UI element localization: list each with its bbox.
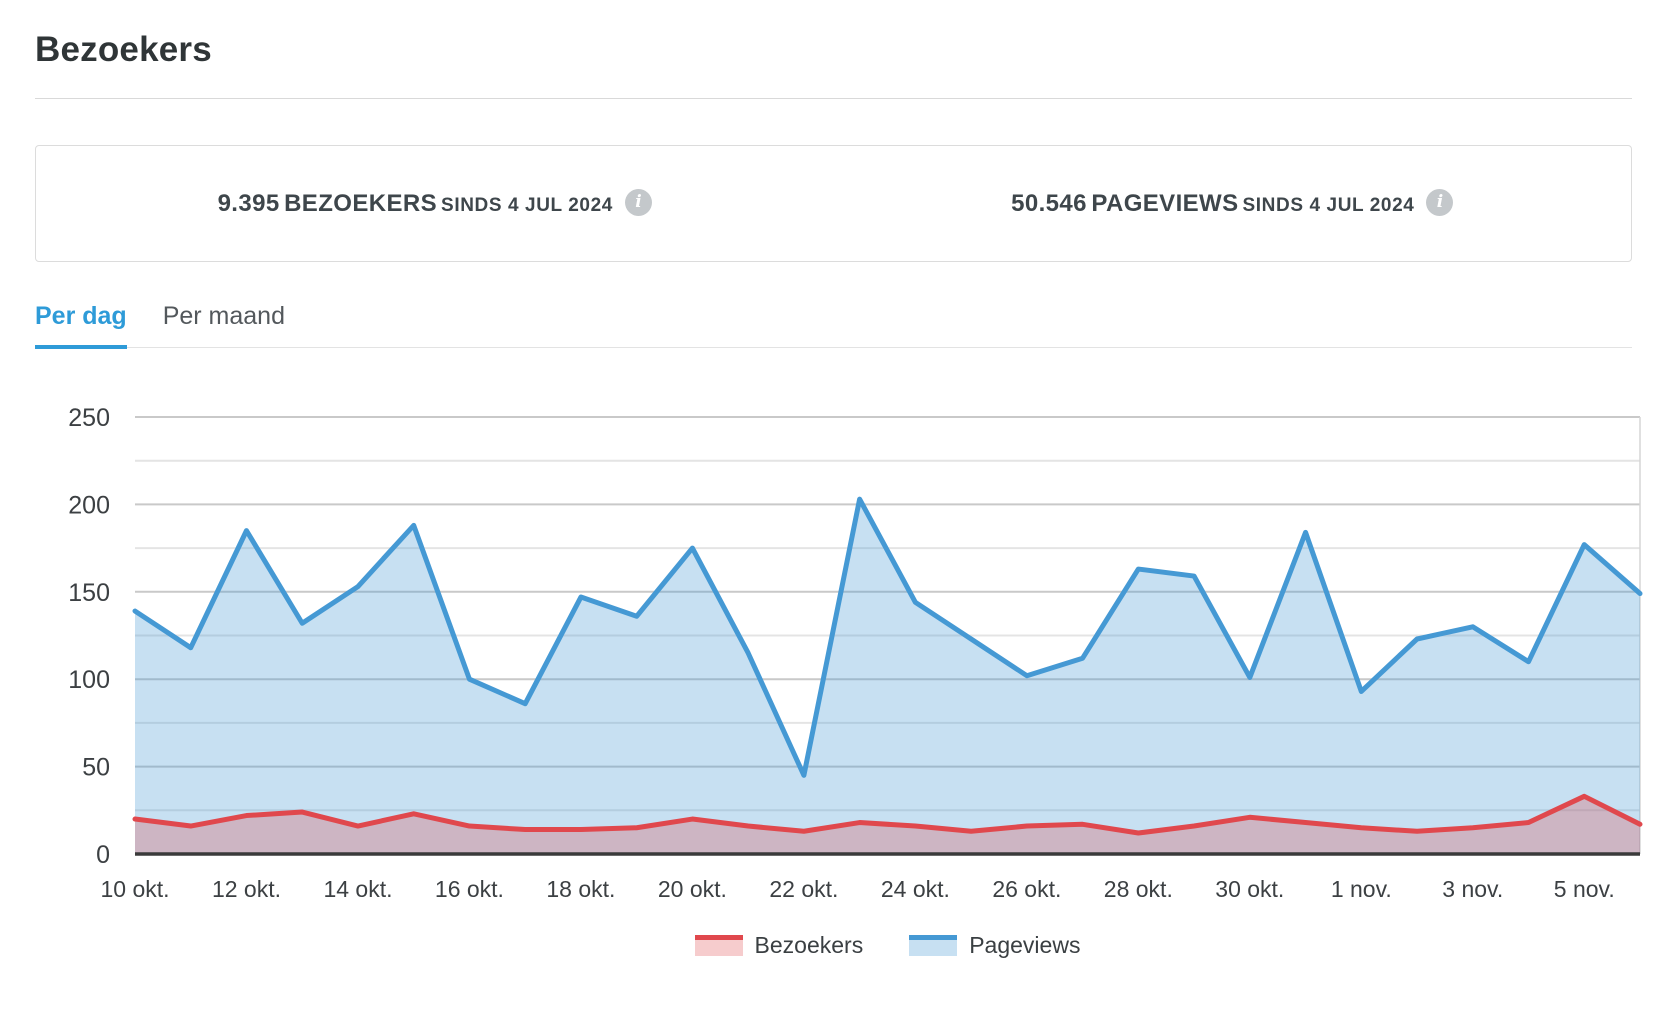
x-axis-tick-label: 12 okt. bbox=[212, 876, 281, 902]
visitors-chart: 0 50 100 150 200 250 10 okt. 12 okt. 14 okt. 16 o… bbox=[68, 404, 1643, 902]
x-axis-tick-label: 5 nov. bbox=[1554, 876, 1615, 902]
pageviews-label: PAGEVIEWS bbox=[1091, 189, 1239, 217]
x-axis-tick-label: 24 okt. bbox=[881, 876, 950, 902]
page-header: Bezoekers bbox=[0, 0, 1667, 99]
y-axis-tick-label: 100 bbox=[68, 666, 110, 694]
x-axis-tick-label: 10 okt. bbox=[100, 876, 169, 902]
stats-summary-box: 9.395 BEZOEKERS SINDS 4 JUL 2024 i 50.546… bbox=[35, 145, 1632, 262]
tab-per-day[interactable]: Per dag bbox=[35, 302, 127, 349]
x-axis-tick-label: 1 nov. bbox=[1331, 876, 1392, 902]
pageviews-line bbox=[132, 496, 1643, 778]
y-axis-tick-label: 150 bbox=[68, 579, 110, 607]
visitors-info-icon[interactable]: i bbox=[624, 189, 652, 216]
x-axis-tick-label: 20 okt. bbox=[658, 876, 727, 902]
x-axis-tick-label: 16 okt. bbox=[435, 876, 504, 902]
bezoekers-legend-swatch bbox=[694, 934, 743, 956]
header-divider bbox=[35, 98, 1632, 99]
y-axis-tick-label: 250 bbox=[68, 404, 110, 432]
chart-legend: Bezoekers Pageviews bbox=[135, 928, 1640, 962]
visitors-stat-text: 9.395 BEZOEKERS SINDS 4 JUL 2024 bbox=[218, 190, 613, 218]
visitors-since: SINDS 4 JUL 2024 bbox=[441, 194, 613, 216]
y-axis-tick-label: 200 bbox=[68, 491, 110, 519]
x-axis-tick-label: 18 okt. bbox=[546, 876, 615, 902]
tab-per-month[interactable]: Per maand bbox=[162, 302, 285, 330]
x-axis-tick-label: 30 okt. bbox=[1215, 876, 1284, 902]
legend-item-bezoekers[interactable]: Bezoekers bbox=[694, 931, 864, 959]
period-tabs: Per dag Per maand bbox=[35, 302, 1632, 349]
pageviews-legend-swatch bbox=[909, 934, 958, 956]
x-axis-tick-label: 28 okt. bbox=[1104, 876, 1173, 902]
pageviews-since: SINDS 4 JUL 2024 bbox=[1242, 194, 1415, 216]
y-axis-tick-label: 0 bbox=[96, 841, 110, 869]
y-axis-tick-label: 50 bbox=[82, 754, 110, 782]
legend-label: Bezoekers bbox=[754, 931, 864, 958]
bezoekers-line bbox=[132, 793, 1643, 836]
pageviews-area bbox=[135, 499, 1640, 854]
visitors-chart-area: 0 50 100 150 200 250 10 okt. 12 okt. 14 okt. 16 o… bbox=[0, 379, 1667, 924]
page-title: Bezoekers bbox=[35, 30, 212, 69]
pageviews-stat-text: 50.546 PAGEVIEWS SINDS 4 JUL 2024 bbox=[1011, 190, 1414, 218]
pageviews-count: 50.546 bbox=[1011, 189, 1087, 217]
x-axis-tick-label: 14 okt. bbox=[323, 876, 392, 902]
tabs-baseline bbox=[35, 347, 1632, 348]
x-axis-tick-label: 26 okt. bbox=[992, 876, 1061, 902]
visitors-stat: 9.395 BEZOEKERS SINDS 4 JUL 2024 i bbox=[36, 189, 834, 218]
pageviews-stat: 50.546 PAGEVIEWS SINDS 4 JUL 2024 i bbox=[834, 189, 1632, 218]
visitors-count: 9.395 bbox=[217, 189, 280, 217]
visitors-label: BEZOEKERS bbox=[284, 189, 438, 217]
x-axis-tick-label: 22 okt. bbox=[769, 876, 838, 902]
pageviews-info-icon[interactable]: i bbox=[1426, 189, 1454, 216]
x-axis-tick-label: 3 nov. bbox=[1442, 876, 1503, 902]
legend-label: Pageviews bbox=[969, 931, 1081, 958]
legend-item-pageviews[interactable]: Pageviews bbox=[909, 932, 1080, 959]
